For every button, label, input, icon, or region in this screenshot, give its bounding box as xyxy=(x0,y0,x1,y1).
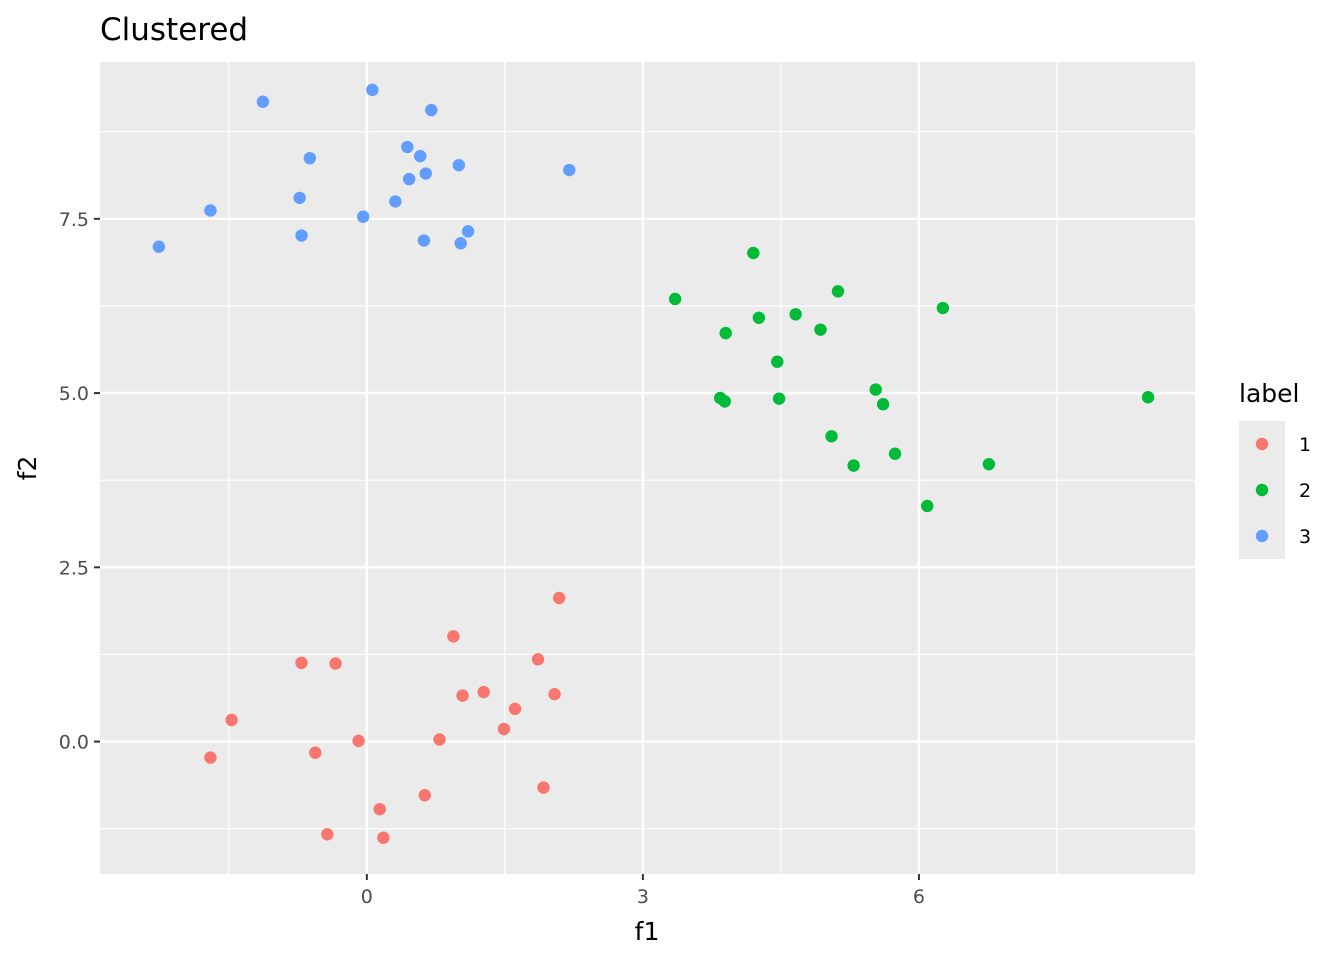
point-series-3-0 xyxy=(366,83,379,97)
point-series-2-3 xyxy=(936,301,950,315)
point-series-1-10 xyxy=(497,722,511,736)
point-series-1-2 xyxy=(295,656,308,670)
legend-key-3 xyxy=(1255,529,1269,543)
y-tick-label-3: 7.5 xyxy=(59,209,89,231)
y-axis: 0.0 2.5 5.0 7.5 xyxy=(59,209,100,754)
point-series-2-13 xyxy=(876,398,890,411)
point-series-2-4 xyxy=(752,311,766,324)
point-series-2-7 xyxy=(814,323,827,336)
x-tick-label-2: 6 xyxy=(913,886,925,908)
point-series-1-9 xyxy=(508,702,522,716)
point-series-2-11 xyxy=(772,392,786,405)
legend-label-3: 3 xyxy=(1299,526,1311,548)
x-axis-title: f1 xyxy=(635,917,660,946)
point-series-1-1 xyxy=(447,630,460,643)
point-series-3-7 xyxy=(419,167,432,180)
point-series-3-18 xyxy=(152,240,166,253)
point-series-2-2 xyxy=(831,285,845,298)
point-series-3-9 xyxy=(402,172,416,186)
point-series-2-16 xyxy=(847,459,860,472)
point-series-1-18 xyxy=(321,828,334,841)
point-series-3-13 xyxy=(356,210,370,223)
point-series-3-4 xyxy=(414,149,427,163)
plot-panel xyxy=(100,62,1195,874)
point-series-1-0 xyxy=(552,591,566,605)
point-series-3-14 xyxy=(461,225,475,238)
point-series-3-17 xyxy=(454,237,467,250)
point-series-1-13 xyxy=(352,734,365,748)
point-series-3-3 xyxy=(401,140,414,154)
point-series-2-17 xyxy=(888,447,902,460)
point-series-2-6 xyxy=(719,326,732,340)
legend-label-2: 2 xyxy=(1299,480,1311,502)
point-series-2-8 xyxy=(771,355,784,368)
point-series-1-14 xyxy=(433,733,446,746)
y-tick-label-1: 2.5 xyxy=(59,557,89,579)
point-series-3-5 xyxy=(303,151,316,165)
point-series-1-16 xyxy=(537,781,550,794)
point-series-2-14 xyxy=(1141,391,1155,404)
grid-lines xyxy=(100,62,1195,874)
point-series-3-15 xyxy=(295,229,308,242)
y-axis-title: f2 xyxy=(13,456,42,481)
legend-key-1 xyxy=(1255,437,1269,451)
point-series-3-8 xyxy=(563,163,576,177)
point-series-1-5 xyxy=(225,713,238,727)
x-tick-label-1: 3 xyxy=(637,886,649,908)
point-series-3-2 xyxy=(425,103,438,117)
point-series-2-19 xyxy=(921,499,934,513)
legend-label-1: 1 xyxy=(1299,434,1311,456)
data-points xyxy=(152,83,1155,844)
point-series-1-11 xyxy=(204,751,217,764)
legend: label 1 2 3 xyxy=(1239,379,1311,559)
point-series-2-5 xyxy=(789,308,802,321)
legend-key-2 xyxy=(1255,483,1269,497)
point-series-3-1 xyxy=(256,95,270,108)
point-series-2-18 xyxy=(982,457,996,471)
point-series-1-15 xyxy=(418,789,432,802)
y-tick-label-0: 0.0 xyxy=(59,732,89,754)
point-series-1-4 xyxy=(531,653,545,666)
point-series-2-1 xyxy=(668,292,682,306)
x-axis: 0 3 6 xyxy=(361,874,925,908)
point-series-1-12 xyxy=(309,746,322,759)
x-tick-label-0: 0 xyxy=(361,886,373,908)
legend-title: label xyxy=(1239,379,1299,408)
point-series-3-10 xyxy=(293,191,306,205)
point-series-3-6 xyxy=(452,158,466,172)
point-series-2-10 xyxy=(718,395,731,408)
point-series-3-16 xyxy=(417,234,431,247)
point-series-2-12 xyxy=(869,383,882,396)
point-series-1-17 xyxy=(373,802,386,816)
chart-title: Clustered xyxy=(100,12,248,48)
point-series-3-12 xyxy=(204,204,217,217)
point-series-1-7 xyxy=(477,685,490,699)
point-series-1-19 xyxy=(377,831,390,844)
point-series-3-11 xyxy=(389,195,402,208)
point-series-2-0 xyxy=(747,246,760,260)
point-series-1-8 xyxy=(548,687,561,701)
point-series-1-6 xyxy=(456,689,469,702)
point-series-1-3 xyxy=(329,657,342,670)
y-tick-label-2: 5.0 xyxy=(59,383,89,405)
point-series-2-15 xyxy=(825,430,838,443)
